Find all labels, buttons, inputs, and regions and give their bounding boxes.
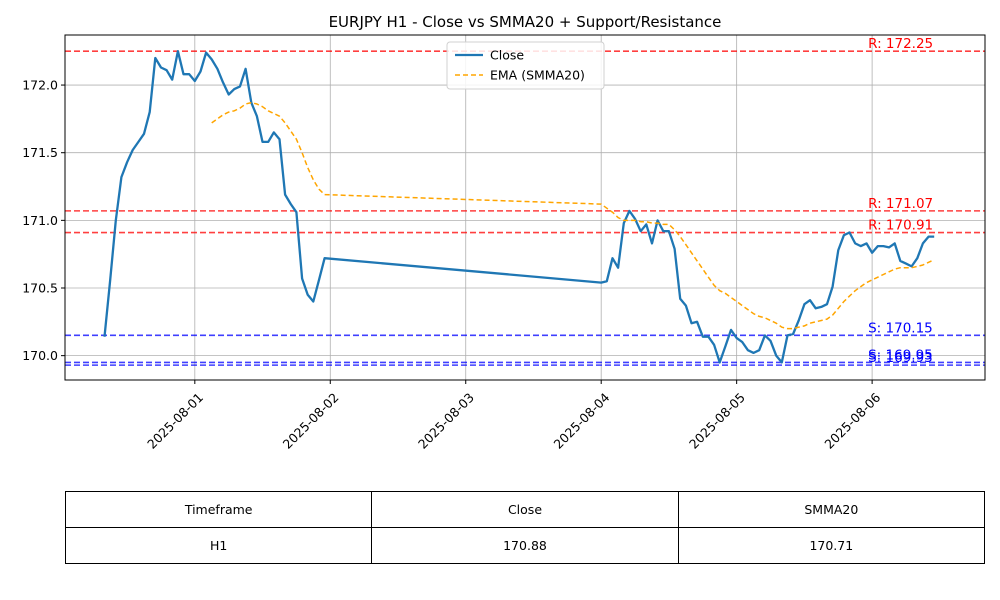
- level-labels: R: 172.25 R: 171.07 R: 170.91 S: 170.15 S: 1…: [868, 36, 933, 366]
- smma20-series-line: [211, 101, 935, 330]
- y-tick-label: 171.0: [22, 213, 58, 228]
- legend-box: [446, 41, 605, 90]
- y-tick-label: 170.5: [22, 281, 58, 296]
- x-tick-label: 2025-08-05: [686, 390, 748, 452]
- y-tick-label: 172.0: [22, 78, 58, 93]
- summary-value-row: H1 170.88 170.71: [64, 527, 986, 564]
- y-tick-label: 171.5: [22, 145, 58, 160]
- value-smma20: 170.71: [677, 527, 986, 564]
- chart: 2025-08-01 2025-08-02 2025-08-03 2025-08-04…: [22, 13, 986, 452]
- resistance-level-label: R: 170.91: [868, 218, 933, 234]
- summary-table: Timeframe Close SMMA20 H1 170.88 170.71: [64, 491, 986, 564]
- support-level-label: S: 170.15: [868, 320, 933, 336]
- header-smma20: SMMA20: [677, 491, 986, 528]
- x-tick-label: 2025-08-06: [821, 390, 883, 452]
- resistance-level-label: R: 172.25: [868, 36, 933, 52]
- value-close: 170.88: [371, 527, 679, 564]
- x-tick-label: 2025-08-02: [280, 390, 342, 452]
- series-lines: [103, 50, 935, 364]
- value-timeframe: H1: [64, 527, 373, 564]
- header-close: Close: [371, 491, 679, 528]
- support-level-label: S: 169.93: [868, 350, 933, 366]
- resistance-level-label: R: 171.07: [868, 196, 933, 212]
- x-tick-label: 2025-08-03: [415, 390, 477, 452]
- legend: Close EMA (SMMA20): [446, 41, 605, 90]
- y-tick-label: 170.0: [22, 348, 58, 363]
- x-tick-label: 2025-08-04: [551, 390, 613, 452]
- chart-title: EURJPY H1 - Close vs SMMA20 + Support/Re…: [329, 13, 722, 31]
- support-resistance-levels: [65, 50, 985, 366]
- plot-frame: [64, 34, 986, 381]
- y-axis-ticks: 170.0 170.5 171.0 171.5 172.0: [22, 78, 65, 363]
- close-series-line: [103, 50, 935, 364]
- grid: [65, 35, 985, 380]
- x-tick-label: 2025-08-01: [144, 390, 206, 452]
- header-timeframe: Timeframe: [64, 491, 373, 528]
- legend-label: Close: [490, 48, 524, 63]
- summary-header-row: Timeframe Close SMMA20: [64, 491, 986, 528]
- support-level-label: S: 169.95: [868, 347, 933, 363]
- legend-label: EMA (SMMA20): [490, 68, 585, 83]
- x-axis-ticks: 2025-08-01 2025-08-02 2025-08-03 2025-08-04…: [144, 380, 883, 452]
